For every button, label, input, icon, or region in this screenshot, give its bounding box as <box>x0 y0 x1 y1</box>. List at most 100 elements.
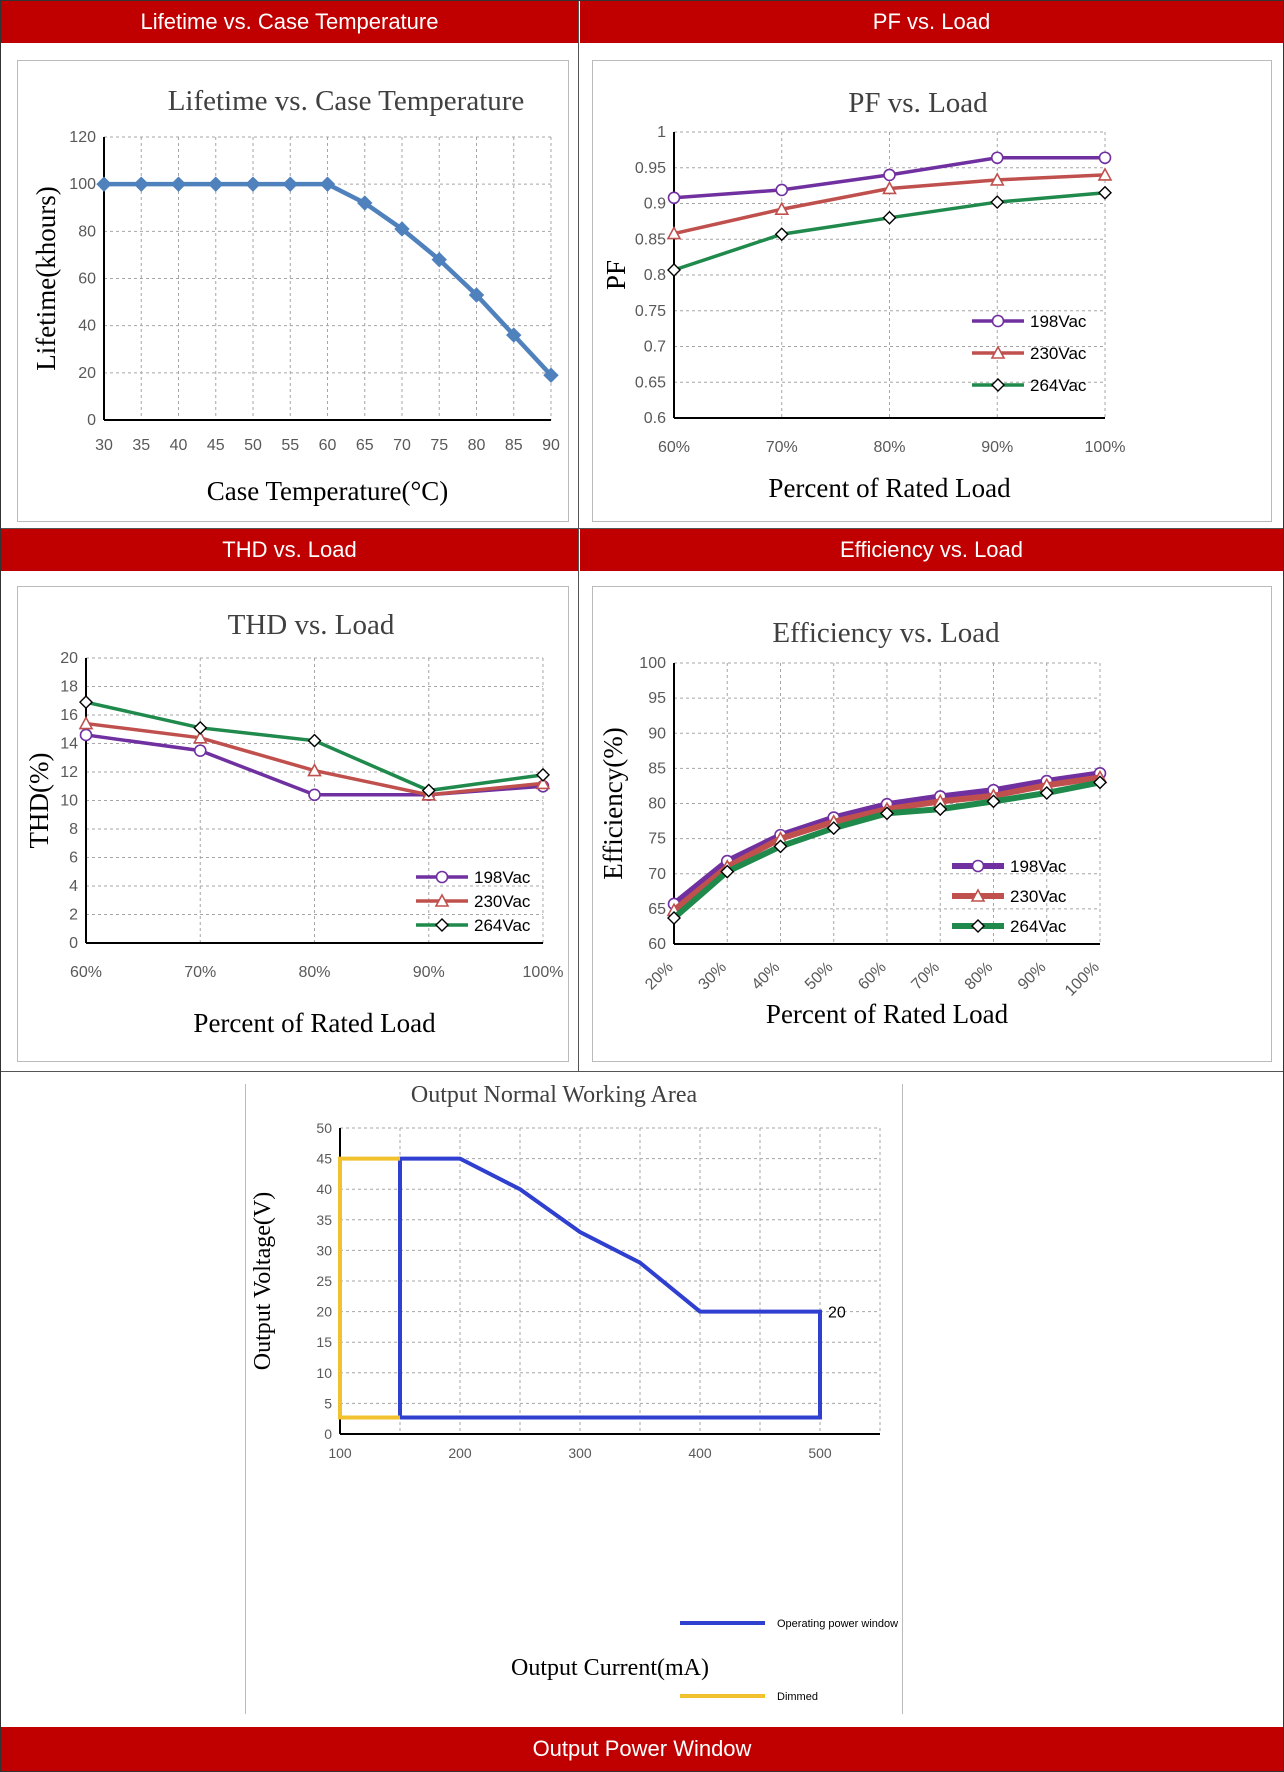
pf-legend-label-264Vac: 264Vac <box>1030 376 1087 395</box>
efficiency-point-264Vac <box>667 911 681 925</box>
lifetime-point <box>282 176 298 192</box>
efficiency-point-264Vac <box>1093 775 1107 790</box>
lifetime-xtick-label: 70 <box>393 437 411 454</box>
efficiency-point-264Vac <box>773 839 788 854</box>
window-ytick-label: 20 <box>316 1304 332 1320</box>
pf-point-230Vac <box>1097 167 1113 181</box>
thd-point-264Vac <box>307 733 322 748</box>
thd-point-198Vac <box>193 744 207 757</box>
pf-point-264Vac <box>1098 185 1112 200</box>
header-window: Output Power Window <box>1 1727 1283 1771</box>
lifetime-point <box>133 176 149 192</box>
thd-chart: 0 2 4 6 8 10 12 14 16 18 20 THD vs. Load Percent of … <box>24 609 563 1038</box>
thd-x-label: Percent of Rated Load <box>193 1008 436 1038</box>
thd-ytick-label: 2 <box>69 907 78 924</box>
thd-legend-label-230Vac: 230Vac <box>474 892 531 911</box>
thd-xtick-label: 90% <box>413 964 445 981</box>
header-window-text: Output Power Window <box>532 1736 752 1761</box>
efficiency-ytick-label: 65 <box>648 901 666 918</box>
window-y-label: Output Voltage(V) <box>250 1192 276 1370</box>
efficiency-legend-marker-230Vac <box>970 888 986 902</box>
header-pf-text: PF vs. Load <box>872 9 991 34</box>
efficiency-legend-marker-198Vac <box>971 859 985 873</box>
window-title: Output Normal Working Area <box>411 1082 698 1108</box>
efficiency-point-264Vac <box>1039 785 1054 800</box>
thd-ytick-label: 4 <box>69 878 78 895</box>
window-ytick-label: 5 <box>324 1395 332 1411</box>
lifetime-ytick-label: 120 <box>69 129 96 146</box>
efficiency-xtick-label: 20% <box>642 959 677 994</box>
thd-ytick-label: 8 <box>69 821 78 838</box>
pf-point-264Vac <box>667 263 681 277</box>
lifetime-chart: 0 20 40 60 80 100 120 Lifetime vs. Case Tempera… <box>31 85 560 506</box>
lifetime-point <box>394 221 410 237</box>
window-annotation-20: 20 <box>828 1305 846 1322</box>
window-series-line-dimmed <box>338 1156 400 1420</box>
thd-ytick-label: 12 <box>60 764 78 781</box>
pf-xtick-label: 90% <box>981 439 1013 456</box>
efficiency-x-label: Percent of Rated Load <box>766 999 1009 1029</box>
pf-legend-label-230Vac: 230Vac <box>1030 344 1087 363</box>
header-thd-text: THD vs. Load <box>222 537 357 562</box>
pf-ytick-label: 0.9 <box>644 196 666 213</box>
lifetime-xtick-label: 60 <box>319 437 337 454</box>
lifetime-x-label: Case Temperature(°C) <box>207 476 449 506</box>
thd-legend-label-198Vac: 198Vac <box>474 868 531 887</box>
pf-xtick-label: 80% <box>873 439 905 456</box>
window-x-label: Output Current(mA) <box>511 1655 709 1681</box>
lifetime-xtick-label: 40 <box>170 437 188 454</box>
pf-point-230Vac <box>989 172 1005 186</box>
window-xtick-label: 500 <box>808 1445 832 1461</box>
header-thd: THD vs. Load <box>1 529 578 571</box>
efficiency-xtick-label: 60% <box>855 959 890 994</box>
lifetime-point <box>468 287 485 303</box>
panel-thd <box>17 586 569 1062</box>
efficiency-xtick-label: 100% <box>1062 959 1103 1000</box>
pf-ytick-label: 0.75 <box>635 303 666 320</box>
pf-point-198Vac <box>667 191 681 205</box>
lifetime-ytick-label: 60 <box>78 271 96 288</box>
lifetime-title: Lifetime vs. Case Temperature <box>168 85 525 117</box>
lifetime-point <box>506 327 522 343</box>
efficiency-xtick-label: 40% <box>749 959 784 994</box>
thd-xtick-label: 80% <box>298 964 330 981</box>
pf-xtick-label: 100% <box>1085 439 1126 456</box>
pf-xtick-label: 60% <box>658 439 690 456</box>
lifetime-y-label: Lifetime(khours) <box>31 186 61 370</box>
window-legend-label-dimmed: Dimmed <box>777 1691 818 1703</box>
pf-title: PF vs. Load <box>848 87 988 119</box>
lifetime-xtick-label: 80 <box>468 437 486 454</box>
efficiency-legend-label-230Vac: 230Vac <box>1010 887 1067 906</box>
lifetime-ytick-label: 40 <box>78 318 96 335</box>
lifetime-series-line <box>104 181 553 377</box>
lifetime-xtick-label: 30 <box>95 437 113 454</box>
table-divider-vertical <box>578 1 579 1071</box>
table-divider-row1 <box>1 528 1283 529</box>
window-ytick-label: 35 <box>316 1212 332 1228</box>
window-series-line-operating <box>398 1156 822 1420</box>
efficiency-xtick-label: 70% <box>908 959 943 994</box>
window-ytick-label: 50 <box>316 1120 332 1136</box>
efficiency-xtick-label: 80% <box>962 959 997 994</box>
pf-ytick-label: 0.6 <box>644 410 666 427</box>
thd-ytick-label: 6 <box>69 850 78 867</box>
lifetime-ytick-label: 0 <box>87 412 96 429</box>
lifetime-point <box>96 176 112 192</box>
efficiency-point-264Vac <box>880 806 894 821</box>
thd-point-198Vac <box>308 788 321 802</box>
window-xtick-label: 200 <box>448 1445 472 1461</box>
thd-legend-label-264Vac: 264Vac <box>474 916 531 935</box>
lifetime-xtick-label: 55 <box>281 437 299 454</box>
lifetime-xtick-label: 50 <box>244 437 262 454</box>
thd-ytick-label: 18 <box>60 679 78 696</box>
window-panel-left-edge <box>245 1084 246 1714</box>
lifetime-point <box>319 176 336 192</box>
thd-point-230Vac <box>535 775 551 790</box>
pf-xtick-label: 70% <box>766 439 798 456</box>
lifetime-point <box>357 195 373 211</box>
pf-point-198Vac <box>775 183 789 197</box>
thd-y-label: THD(%) <box>24 753 54 849</box>
thd-point-198Vac <box>79 728 93 742</box>
thd-point-264Vac <box>79 695 93 710</box>
